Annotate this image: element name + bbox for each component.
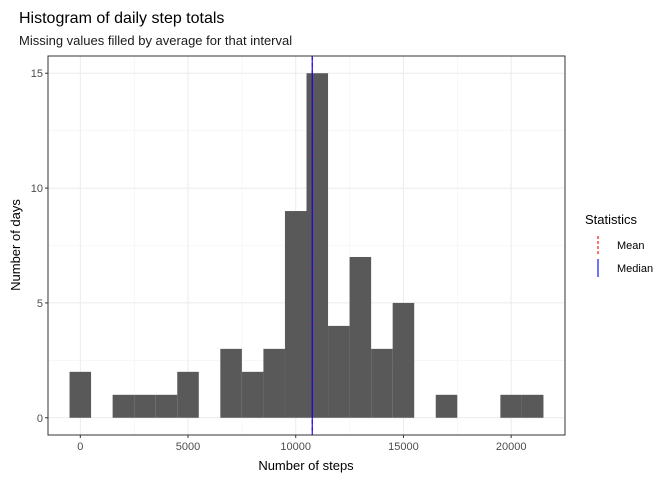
x-tick-label: 20000 bbox=[496, 441, 527, 453]
x-tick-label: 15000 bbox=[388, 441, 419, 453]
chart-subtitle: Missing values filled by average for tha… bbox=[19, 33, 292, 48]
histogram-bar bbox=[371, 348, 393, 418]
legend-title: Statistics bbox=[585, 212, 638, 227]
y-tick-label: 15 bbox=[31, 68, 43, 80]
histogram-bar bbox=[435, 394, 458, 418]
histogram-bar bbox=[220, 348, 242, 418]
histogram-bar bbox=[521, 394, 544, 418]
bars bbox=[69, 73, 544, 418]
chart-title: Histogram of daily step totals bbox=[19, 10, 224, 27]
histogram-bar bbox=[284, 211, 307, 418]
histogram-bar bbox=[69, 371, 92, 418]
plot-panel-border bbox=[47, 55, 566, 436]
histogram-bar bbox=[241, 371, 264, 418]
histogram-bar bbox=[349, 256, 372, 418]
axis-ticks: 0 5000 10000 15000 20000 0 5 10 15 bbox=[31, 68, 527, 453]
legend: Statistics Mean Median bbox=[585, 212, 653, 277]
x-tick-label: 10000 bbox=[280, 441, 311, 453]
x-axis-title: Number of steps bbox=[258, 458, 354, 473]
y-tick-label: 0 bbox=[37, 413, 43, 425]
mean-legend-label: Mean bbox=[617, 240, 645, 252]
histogram-bar bbox=[177, 371, 199, 418]
x-tick-label: 5000 bbox=[176, 441, 200, 453]
histogram-bar bbox=[112, 394, 135, 418]
median-legend-label: Median bbox=[617, 263, 653, 275]
histogram-bar bbox=[500, 394, 522, 418]
histogram-bar bbox=[306, 73, 329, 418]
y-tick-label: 5 bbox=[37, 298, 43, 310]
histogram-bar bbox=[263, 348, 285, 418]
histogram-bar bbox=[134, 394, 156, 418]
histogram-bar bbox=[155, 394, 178, 418]
histogram-bar bbox=[392, 302, 415, 418]
y-axis-title: Number of days bbox=[8, 199, 23, 291]
y-tick-label: 10 bbox=[31, 183, 43, 195]
x-tick-label: 0 bbox=[77, 441, 83, 453]
histogram-bar bbox=[328, 325, 350, 418]
